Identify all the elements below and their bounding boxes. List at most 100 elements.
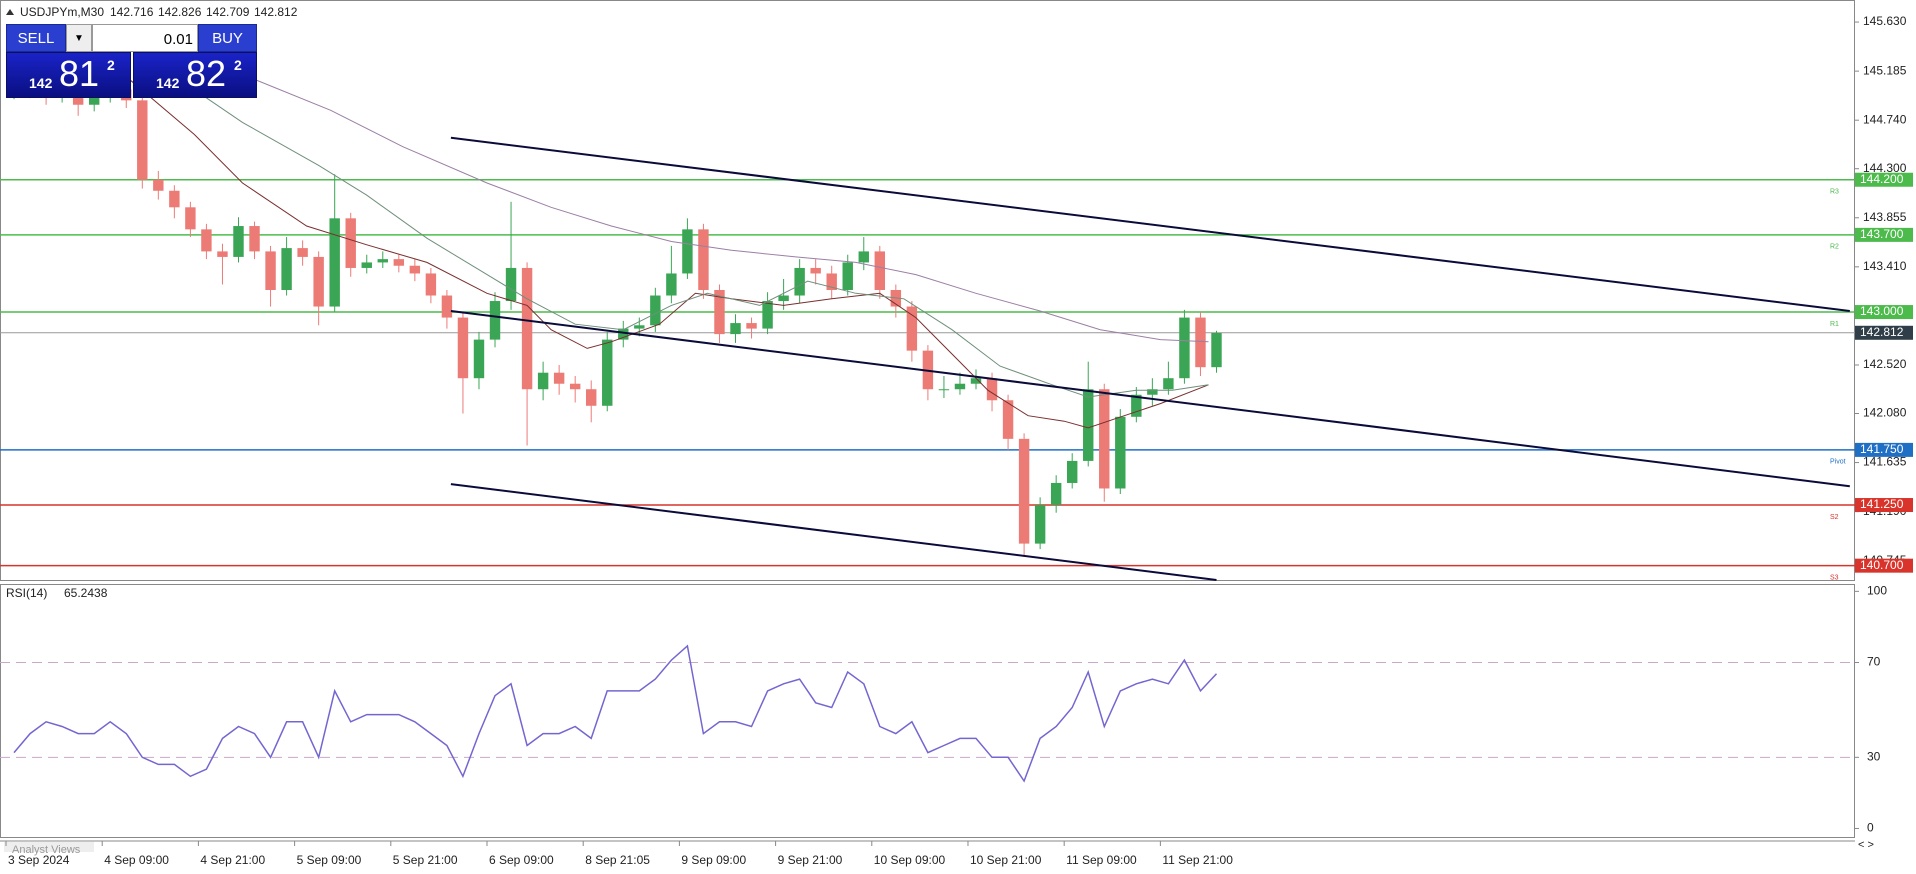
level-tag: R1 [1830,321,1839,328]
candle-body [1131,394,1142,417]
candle-body [1034,505,1046,544]
current-price-bg [1855,325,1913,340]
y-tick-label: 30 [1867,750,1881,764]
x-tick-label: 11 Sep 09:00 [1066,853,1137,867]
x-tick-label: 10 Sep 21:00 [970,853,1042,867]
x-tick-label: 5 Sep 21:00 [393,853,458,867]
ohlc-open: 142.716 [110,5,154,19]
candle-body [537,372,549,390]
candle-body [730,323,741,335]
candle-body [185,207,196,230]
level-label: 143.700 [1860,227,1904,241]
candle-body [906,306,918,351]
y-tick-label: 0 [1867,821,1874,835]
y-tick-label: 144.740 [1863,112,1907,126]
candle-body [377,259,388,263]
scroll-arrows[interactable]: < > [1858,839,1874,851]
level-tag: Pivot [1830,459,1846,466]
candle-body [169,190,180,208]
ohlc-low: 142.709 [206,5,250,19]
volume-input[interactable]: 0.01 [92,24,198,52]
bid-main: 81 [59,53,100,94]
bid-big: 142 [29,75,53,91]
y-tick-label: 143.410 [1863,259,1907,273]
candle-body [970,378,982,384]
candle-body [153,179,164,191]
footer-tab[interactable]: Analyst Views [12,844,81,856]
rsi-line [13,644,1218,783]
bid-sup: 2 [107,57,115,73]
footer-tab-bg[interactable] [4,842,94,852]
candle-body [794,267,805,296]
level-label: 140.700 [1860,558,1904,572]
moving-average [170,72,1209,398]
symbol: USDJPYm,M30 [20,5,104,19]
moving-average [254,78,1209,343]
candle-body [425,273,437,296]
candle-body [1179,317,1190,379]
y-tick-label: 142.080 [1863,406,1907,420]
x-tick-label: 6 Sep 09:00 [489,853,554,867]
candle-body [986,378,998,401]
sell-button[interactable]: SELL [6,24,66,52]
candle-body [137,100,148,180]
candle-body [361,262,372,268]
x-tick-label: 3 Sep 2024 [8,853,70,867]
candle-body [746,323,757,329]
candle-body [1083,389,1094,461]
candle-body [842,262,853,290]
buy-label: BUY [212,29,243,47]
candle-body [1018,438,1030,544]
candle-body [297,248,308,257]
candle-body [553,372,565,384]
level-label-bg [1855,227,1913,242]
candle-body [281,248,292,290]
ask-box[interactable]: 142 82 2 [133,52,257,98]
candle-body [778,295,789,302]
bid-box[interactable]: 142 81 2 [6,52,131,98]
candle-body [666,273,677,296]
x-tick-label: 5 Sep 09:00 [297,853,362,867]
candle-body [586,389,597,406]
y-tick-label: 100 [1867,584,1887,598]
candle-body [409,265,421,274]
level-label: 141.250 [1860,497,1904,511]
candle-body [217,251,228,257]
candle-body [682,229,693,274]
volume-dropdown[interactable]: ▼ [66,24,92,52]
candle-body [858,251,869,263]
candle-body [473,339,485,379]
candle-body [265,251,276,290]
level-label: 141.750 [1860,442,1904,456]
candle-body [233,226,244,257]
candle-body [714,290,725,335]
level-label-bg [1855,442,1913,457]
y-tick-label: 142.520 [1863,357,1907,371]
collapse-icon[interactable] [6,9,14,15]
x-tick-label: 11 Sep 21:00 [1162,853,1233,867]
candle-body [1195,317,1206,368]
ask-sup: 2 [234,57,242,73]
rsi-panel-frame [0,584,1855,838]
level-label: 144.200 [1860,172,1904,186]
y-tick-label: 145.630 [1863,14,1907,28]
buy-button[interactable]: BUY [198,24,257,52]
candle-body [762,301,773,329]
candle-body [201,229,212,252]
candle-body [441,295,453,318]
x-tick-label: 8 Sep 21:05 [585,853,650,867]
trendline [450,136,1850,312]
candle-body [1050,482,1062,506]
candle-body [1211,333,1222,368]
candle-body [634,325,645,329]
level-label-bg [1855,498,1913,513]
x-tick-label: 4 Sep 09:00 [104,853,169,867]
x-tick-label: 9 Sep 21:00 [778,853,843,867]
candle-body [954,383,966,390]
level-tag: R3 [1830,189,1839,196]
level-label: 143.000 [1860,304,1904,318]
sell-label: SELL [17,29,55,47]
rsi-title: RSI(14) [6,586,47,600]
